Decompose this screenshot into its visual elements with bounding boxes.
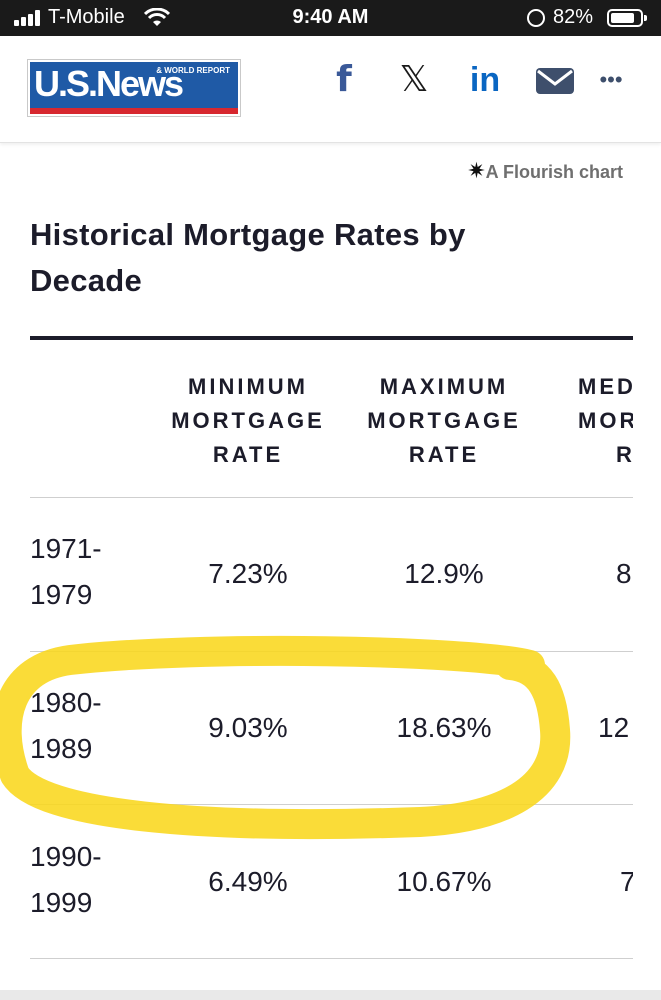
flourish-credit[interactable]: ✷A Flourish chart [467,158,623,184]
decade-line: 1990- [30,841,102,872]
median-rate-cell: 12 [598,712,630,743]
decade-line: 1971- [30,533,102,564]
decade-1980-1989: 1980- 1989 [30,680,102,772]
decade-1990-1999: 1990- 1999 [30,834,102,926]
decade-line: 1980- [30,687,102,718]
header-line: MINIMUM [188,374,308,399]
row-divider [30,804,633,805]
status-bar: T-Mobile 9:40 AM 82% [0,0,661,36]
min-rate-cell: 6.49% [208,866,288,897]
battery-percent: 82% [553,6,594,28]
wifi-icon [144,8,170,26]
header-line: RATE [408,442,480,467]
min-rate-cell: 9.03% [208,712,288,743]
cellular-signal-icon [14,10,42,26]
logo-red-stripe [30,108,238,114]
min-rate-cell: 7.23% [208,558,288,589]
column-header-maximum[interactable]: MAXIMUM MORTGAGE RATE [354,370,534,472]
max-rate-cell: 10.67% [396,866,492,897]
decade-1971-1979: 1971- 1979 [30,526,102,618]
orientation-lock-icon [527,9,545,27]
x-icon[interactable]: 𝕏 [399,59,429,100]
carrier-label: T-Mobile [48,6,125,28]
header-line: MORT [578,408,633,433]
logo-wordmark: U.S.News [34,63,184,104]
row-divider [30,651,633,652]
max-rate-cell: 18.63% [396,712,492,743]
decade-line: 1979 [30,579,93,610]
bottom-bar [0,990,661,1000]
row-divider [30,958,633,959]
header-line: MED [578,374,633,399]
logo-tagline: & WORLD REPORT [156,66,230,75]
facebook-icon[interactable]: f [336,59,352,100]
median-rate-cell: 8 [616,558,632,589]
median-rate-cell: 7 [620,866,633,897]
header-line: MORTGAGE [367,408,521,433]
header-line: MAXIMUM [379,374,509,399]
clock: 9:40 AM [292,6,369,28]
battery-icon [607,9,647,27]
header-line: MORTGAGE [171,408,325,433]
site-header: & WORLD REPORT U.S.News f 𝕏 in ••• [0,36,661,143]
column-header-minimum[interactable]: MINIMUM MORTGAGE RATE [158,370,338,472]
header-line: R [616,442,633,467]
mail-icon[interactable] [534,60,576,100]
header-line: RATE [212,442,284,467]
max-rate-cell: 12.9% [404,558,484,589]
title-rule [30,336,633,340]
flourish-credit-text: A Flourish chart [485,162,623,182]
decade-line: 1999 [30,887,93,918]
decade-line: 1989 [30,733,93,764]
row-divider [30,497,633,498]
column-header-median[interactable]: MED MORT R [578,370,633,472]
rates-table: MINIMUM MORTGAGE RATE MAXIMUM MORTGAGE R… [30,340,633,960]
usnews-logo[interactable]: & WORLD REPORT U.S.News [28,60,240,116]
linkedin-icon[interactable]: in [469,61,501,99]
more-icon[interactable]: ••• [599,67,623,92]
chart-title: Historical Mortgage Rates by Decade [30,217,466,298]
flourish-star-icon: ✷ [467,158,486,183]
